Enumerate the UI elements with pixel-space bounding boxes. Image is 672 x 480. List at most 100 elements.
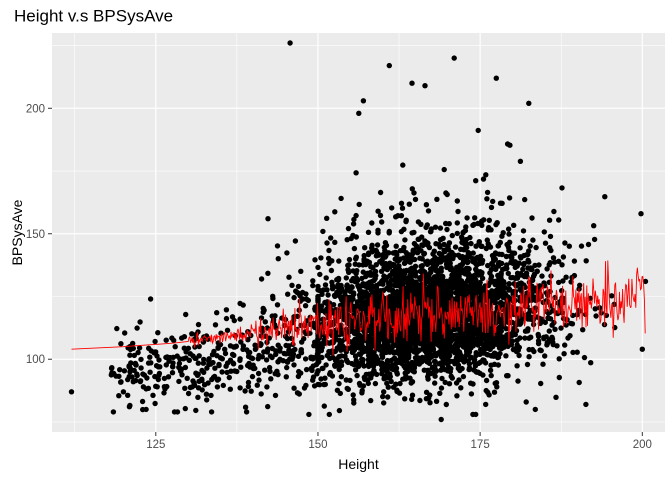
data-point xyxy=(526,259,532,265)
data-point xyxy=(282,333,289,339)
data-point xyxy=(114,325,120,332)
data-point xyxy=(430,262,437,268)
data-point xyxy=(462,345,469,351)
data-point xyxy=(272,392,279,399)
data-point xyxy=(412,196,419,203)
data-point xyxy=(408,337,415,343)
data-point xyxy=(547,245,553,251)
data-point xyxy=(470,290,476,296)
data-point xyxy=(439,375,445,382)
data-point xyxy=(242,388,248,394)
data-point xyxy=(217,355,224,361)
data-point xyxy=(185,390,192,397)
data-point xyxy=(131,352,137,359)
data-point xyxy=(470,329,476,335)
data-point xyxy=(375,251,381,257)
data-point xyxy=(465,249,471,256)
data-point xyxy=(456,275,462,281)
data-point xyxy=(409,392,416,398)
data-point xyxy=(365,251,372,258)
data-point xyxy=(487,367,494,373)
data-point xyxy=(298,322,304,329)
data-point xyxy=(585,241,592,248)
data-point xyxy=(446,287,452,293)
data-point xyxy=(208,392,214,399)
data-point xyxy=(222,350,229,357)
data-point xyxy=(265,403,271,410)
data-point xyxy=(494,317,500,324)
data-point xyxy=(499,200,505,206)
data-point xyxy=(448,253,455,260)
data-point xyxy=(556,258,562,264)
data-point xyxy=(381,389,387,395)
data-point xyxy=(291,362,297,368)
data-point xyxy=(499,233,505,239)
data-point xyxy=(419,242,425,248)
data-point xyxy=(395,332,401,338)
data-point xyxy=(453,355,460,361)
data-point xyxy=(129,374,135,380)
data-point xyxy=(237,316,243,322)
data-point xyxy=(325,292,331,298)
data-point xyxy=(463,255,470,262)
data-point xyxy=(393,243,399,249)
data-point xyxy=(338,326,344,332)
data-point xyxy=(302,356,309,362)
y-tick-label: 100 xyxy=(26,354,45,366)
data-point xyxy=(284,359,291,365)
data-point xyxy=(405,368,411,375)
data-point xyxy=(538,347,544,354)
data-point xyxy=(545,315,552,321)
data-point xyxy=(492,297,498,304)
data-point xyxy=(386,230,392,236)
data-point xyxy=(526,354,532,360)
data-point xyxy=(529,215,535,221)
data-point xyxy=(208,409,215,415)
data-point xyxy=(421,335,427,341)
data-point xyxy=(323,362,329,368)
data-point xyxy=(233,343,239,350)
data-point xyxy=(329,279,335,285)
data-point xyxy=(418,248,424,254)
data-point xyxy=(394,371,400,377)
data-point xyxy=(399,357,405,363)
data-point xyxy=(377,212,384,219)
data-point xyxy=(485,352,491,358)
data-point xyxy=(488,273,495,280)
data-point xyxy=(436,250,442,257)
data-point xyxy=(375,208,381,214)
data-point xyxy=(430,291,437,297)
data-point xyxy=(434,312,440,318)
data-point xyxy=(448,278,454,285)
data-point xyxy=(321,403,327,409)
data-point xyxy=(360,349,366,355)
data-point xyxy=(462,283,468,290)
data-point xyxy=(183,311,189,318)
data-point xyxy=(499,251,505,258)
data-point xyxy=(125,376,131,383)
data-point xyxy=(337,341,344,347)
data-point xyxy=(328,235,334,241)
data-point xyxy=(426,279,433,285)
data-point xyxy=(125,392,131,398)
data-point xyxy=(335,309,342,316)
data-point xyxy=(421,367,427,373)
data-point xyxy=(343,349,349,355)
data-point xyxy=(336,407,343,414)
data-point xyxy=(410,347,416,353)
data-point xyxy=(458,246,464,252)
data-point xyxy=(365,380,371,387)
data-point xyxy=(456,342,462,349)
data-point xyxy=(485,241,491,247)
data-point xyxy=(310,363,316,369)
data-point xyxy=(556,279,562,286)
data-point xyxy=(381,400,387,406)
data-point xyxy=(392,276,399,282)
data-point xyxy=(286,343,292,349)
data-point xyxy=(464,259,471,266)
data-point xyxy=(497,239,503,246)
data-point xyxy=(298,268,304,274)
data-point xyxy=(406,201,412,207)
data-point xyxy=(156,357,162,363)
data-point xyxy=(379,371,385,377)
